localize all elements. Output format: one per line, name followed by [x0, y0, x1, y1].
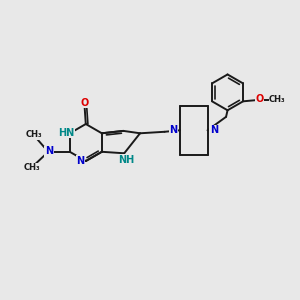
- Text: N: N: [210, 125, 218, 135]
- Text: HN: HN: [58, 128, 74, 138]
- Text: CH₃: CH₃: [26, 130, 42, 139]
- Text: N: N: [76, 156, 85, 166]
- Text: O: O: [255, 94, 264, 103]
- Text: O: O: [80, 98, 88, 107]
- Text: N: N: [169, 125, 178, 135]
- Text: N: N: [45, 146, 53, 156]
- Text: NH: NH: [118, 155, 135, 165]
- Text: CH₃: CH₃: [23, 164, 40, 172]
- Text: CH₃: CH₃: [269, 95, 286, 104]
